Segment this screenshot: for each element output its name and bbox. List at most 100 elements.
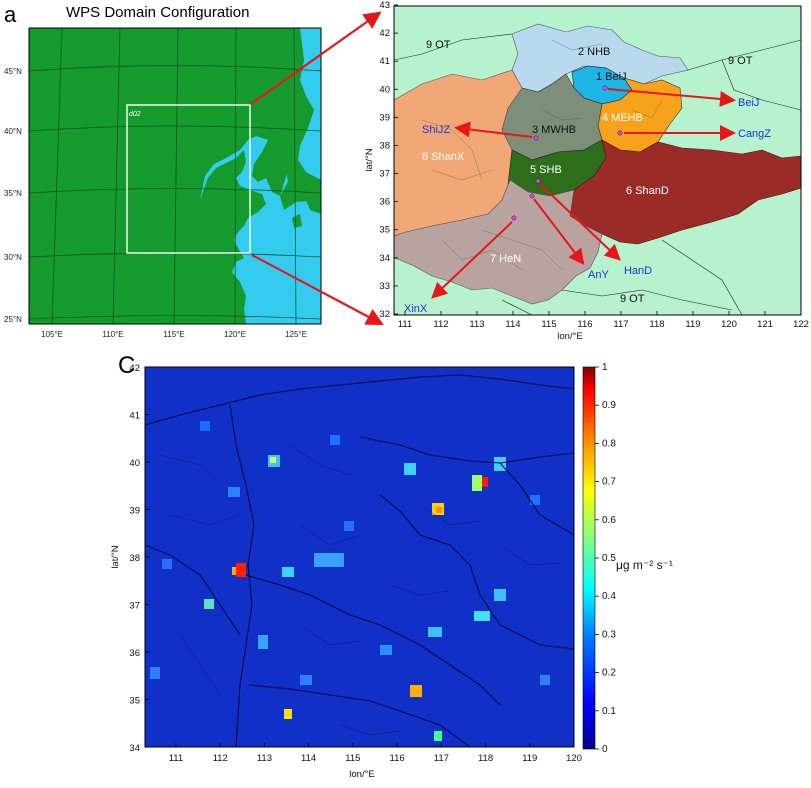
y-tick-label: 37 xyxy=(379,169,390,180)
city-dot-beij xyxy=(602,85,608,91)
arrow-xinx xyxy=(431,221,513,299)
y-tick-label: 39 xyxy=(129,506,140,517)
y-tick-label: 39 xyxy=(379,112,390,123)
arrow-hand xyxy=(539,183,621,261)
y-tick-label: 35 xyxy=(379,225,390,236)
panel-b-xlabel: lon/°E xyxy=(557,331,582,342)
lat-tick: 30°N xyxy=(4,253,22,262)
x-tick-label: 119 xyxy=(685,319,700,330)
x-tick-label: 120 xyxy=(721,319,737,330)
connector-arrow-top xyxy=(250,11,382,105)
lon-tick: 115°E xyxy=(163,330,184,339)
x-tick-label: 111 xyxy=(398,319,412,330)
lon-tick: 120°E xyxy=(224,330,246,339)
x-tick-label: 117 xyxy=(434,753,449,764)
city-dot-any xyxy=(529,193,535,199)
y-tick-label: 34 xyxy=(379,253,390,264)
x-tick-label: 113 xyxy=(257,753,272,764)
x-tick-label: 114 xyxy=(301,753,316,764)
city-dot-shijz xyxy=(533,135,539,141)
y-tick-label: 32 xyxy=(379,309,390,320)
heatmap-background xyxy=(145,367,574,747)
label-ot-1: 9 OT xyxy=(426,39,451,51)
label-mwhb: 3 MWHB xyxy=(532,124,576,136)
x-tick-label: 117 xyxy=(613,319,628,330)
x-tick-label: 118 xyxy=(649,319,664,330)
city-label-hand: HanD xyxy=(624,265,652,277)
province-boundaries xyxy=(145,374,574,747)
x-tick-label: 111 xyxy=(169,753,183,764)
x-tick-label: 118 xyxy=(478,753,493,764)
x-tick-label: 116 xyxy=(390,753,405,764)
arrow-shijz xyxy=(454,121,533,138)
y-tick-label: 36 xyxy=(379,197,390,208)
lat-tick: 35°N xyxy=(4,189,22,198)
colorbar-tick-label: 0.6 xyxy=(602,515,616,526)
y-tick-label: 38 xyxy=(129,553,140,564)
y-tick-label: 37 xyxy=(129,601,140,612)
y-tick-label: 33 xyxy=(379,281,390,292)
emission-cells xyxy=(150,421,550,741)
x-tick-label: 115 xyxy=(345,753,360,764)
city-dot-xinx xyxy=(511,215,517,221)
label-hen: 7 HeN xyxy=(490,253,521,265)
city-label-shijz: ShiJZ xyxy=(422,124,450,136)
colorbar-tick-label: 0.8 xyxy=(602,438,616,449)
connector-arrows xyxy=(250,11,384,326)
colorbar-tick-label: 0.9 xyxy=(602,400,616,411)
label-shanx: 8 ShanX xyxy=(422,151,465,163)
y-tick-label: 43 xyxy=(379,0,390,11)
panel-a-title: WPS Domain Configuration xyxy=(66,4,250,21)
y-tick-label: 41 xyxy=(379,56,390,67)
arrow-beij xyxy=(607,88,736,107)
colorbar-tick-label: 0.2 xyxy=(602,668,616,679)
y-tick-label: 42 xyxy=(379,28,390,39)
panel-a-letter: a xyxy=(4,2,17,27)
label-ot-2: 9 OT xyxy=(728,55,753,67)
label-shand: 6 ShanD xyxy=(626,185,669,197)
y-tick-label: 41 xyxy=(129,411,140,422)
colorbar-tick-label: 0.4 xyxy=(602,591,616,602)
panel-b-map: 9 OT 9 OT 9 OT 2 NHB 1 BeiJ 3 MWHB 4 MEH… xyxy=(364,0,809,342)
label-mehb: 4 MEHB xyxy=(602,112,643,124)
colorbar-unit: μg m⁻² s⁻¹ xyxy=(616,558,673,572)
colorbar-tick-label: 0.1 xyxy=(602,706,616,717)
x-tick-label: 119 xyxy=(522,753,537,764)
colorbar-tick-label: 0.5 xyxy=(602,553,616,564)
colorbar-tick-label: 0.7 xyxy=(602,477,616,488)
label-beij: 1 BeiJ xyxy=(596,71,627,83)
connector-arrow-bottom xyxy=(251,254,384,326)
lon-tick: 125°E xyxy=(285,330,307,339)
y-tick-label: 40 xyxy=(379,84,390,95)
x-tick-label: 115 xyxy=(541,319,556,330)
x-tick-label: 112 xyxy=(213,753,228,764)
label-ot-3: 9 OT xyxy=(620,293,645,305)
city-dot-cangz xyxy=(617,130,623,136)
panel-a-map: d02 45°N 40°N 35°N 30°N 25°N 105°E 110°E… xyxy=(4,27,322,339)
colorbar-tick-label: 0.3 xyxy=(602,629,616,640)
x-tick-label: 112 xyxy=(433,319,448,330)
panel-b-ylabel: lat/°N xyxy=(364,148,375,171)
y-tick-label: 38 xyxy=(379,140,390,151)
lat-tick: 40°N xyxy=(4,127,22,136)
region-hen xyxy=(394,179,603,305)
label-nhb: 2 NHB xyxy=(578,46,610,58)
x-tick-label: 113 xyxy=(469,319,484,330)
lon-tick: 110°E xyxy=(102,330,123,339)
x-tick-label: 121 xyxy=(757,319,773,330)
city-label-cangz: CangZ xyxy=(738,128,771,140)
d02-label: d02 xyxy=(129,111,141,118)
yellow-sea xyxy=(200,136,321,324)
y-tick-label: 40 xyxy=(129,458,140,469)
panel-c-ylabel: lat/°N xyxy=(110,545,121,568)
y-tick-label: 42 xyxy=(129,363,140,374)
arrow-any xyxy=(533,198,585,266)
colorbar-tick-label: 0 xyxy=(602,744,608,755)
city-label-any: AnY xyxy=(588,269,609,281)
d02-box xyxy=(126,104,251,254)
city-label-beij: BeiJ xyxy=(738,97,759,109)
colorbar-tick-label: 1 xyxy=(602,362,608,373)
city-dot-hand xyxy=(535,178,541,184)
x-tick-label: 116 xyxy=(577,319,592,330)
city-label-xinx: XinX xyxy=(404,303,428,315)
